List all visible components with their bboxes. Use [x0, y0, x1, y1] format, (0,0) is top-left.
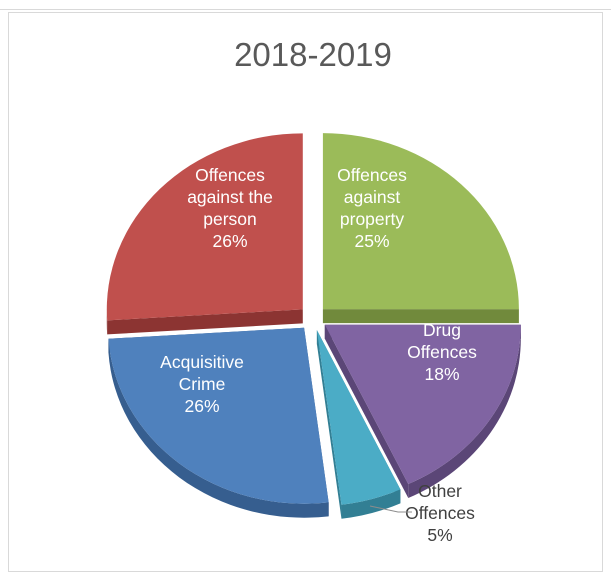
chart-title: 2018-2019 [234, 36, 392, 73]
pie-wall-1-2 [323, 309, 519, 323]
